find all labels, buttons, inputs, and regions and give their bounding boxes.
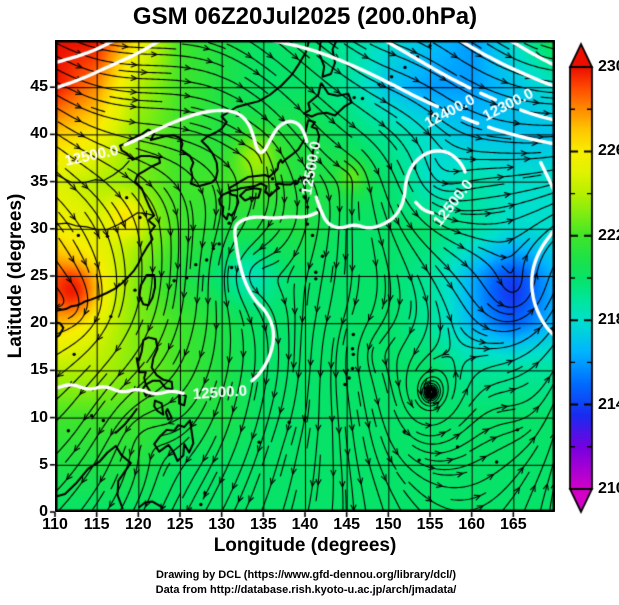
y-tick-label-0: 0 — [39, 503, 48, 520]
x-tick-label-165: 165 — [499, 516, 527, 533]
y-tick-label-35: 35 — [30, 172, 48, 190]
x-tick-label-155: 155 — [416, 516, 444, 533]
credit-line-data: Data from http://database.rish.kyoto-u.a… — [155, 584, 457, 596]
x-tick-label-110: 110 — [42, 516, 68, 533]
colorbar-tick-label-222: 222 — [598, 226, 619, 244]
x-tick-label-115: 115 — [83, 516, 110, 533]
colorbar-tick-label-226: 226 — [598, 142, 619, 160]
y-tick-label-5: 5 — [39, 455, 48, 473]
x-tick-label-145: 145 — [333, 516, 360, 533]
x-tick-label-150: 150 — [374, 516, 402, 533]
x-tick-label-130: 130 — [208, 516, 235, 533]
x-tick-label-120: 120 — [124, 516, 152, 533]
y-tick-label-30: 30 — [30, 219, 48, 237]
y-tick-label-20: 20 — [30, 314, 48, 332]
x-tick-label-125: 125 — [166, 516, 194, 533]
colorbar-tick-label-210: 210 — [598, 480, 619, 497]
y-tick-label-40: 40 — [30, 125, 48, 143]
credit-line-dcl: Drawing by DCL (https://www.gfd-dennou.o… — [155, 569, 457, 581]
map-plot-canvas — [55, 40, 555, 512]
x-tick-label-135: 135 — [249, 516, 277, 533]
colorbar-tick-label-214: 214 — [598, 395, 619, 413]
y-tick-label-10: 10 — [30, 408, 48, 426]
colorbar-tick-label-230: 230 — [598, 58, 619, 75]
y-tick-label-45: 45 — [30, 78, 48, 96]
y-tick-label-25: 25 — [30, 267, 48, 284]
x-tick-label-140: 140 — [291, 516, 319, 533]
x-tick-label-160: 160 — [458, 516, 485, 533]
colorbar-tick-label-218: 218 — [598, 311, 619, 329]
x-axis-title: Longitude (degrees) — [213, 535, 397, 556]
y-tick-label-15: 15 — [30, 361, 48, 379]
